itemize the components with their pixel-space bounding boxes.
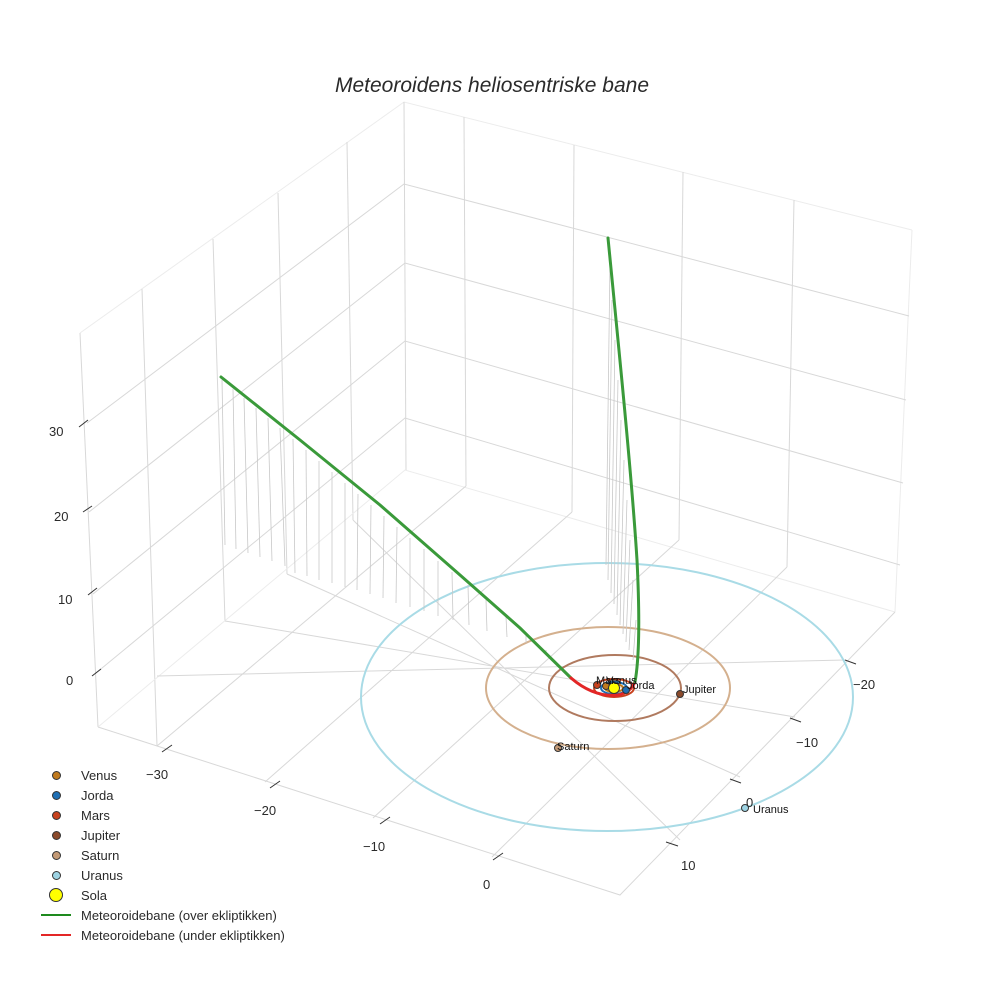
trajectory-above-vertical (606, 236, 641, 684)
z-tick-label: 20 (54, 509, 69, 524)
planet-label: Saturn (557, 741, 590, 753)
legend-label: Meteoroidebane (under ekliptikken) (81, 927, 285, 943)
orbit-mars (593, 678, 635, 698)
planet-saturn (554, 744, 562, 752)
y-tick-label: 10 (681, 858, 696, 873)
trajectory-above-long (219, 375, 573, 680)
meteoroid-trajectory (219, 236, 641, 697)
y-tick-label: 0 (746, 795, 754, 810)
x-tick-label: −10 (363, 839, 386, 854)
planet-label: Venus (606, 675, 637, 687)
planet-earth (622, 686, 630, 694)
planet-jupiter (676, 690, 684, 698)
planet-label: Jupiter (683, 684, 717, 696)
legend-item[interactable]: Meteoroidebane (over ekliptikken) (38, 905, 285, 925)
legend-label: Uranus (81, 867, 123, 883)
legend-item[interactable]: Uranus (38, 865, 285, 885)
z-tick-label: 10 (58, 592, 73, 607)
planet-label: Jorda (627, 680, 655, 692)
legend-label: Sola (81, 887, 108, 903)
legend-label: Mars (81, 807, 110, 823)
legend-label: Jorda (81, 787, 114, 803)
legend-label: Meteoroidebane (over ekliptikken) (81, 907, 277, 923)
trajectory-below (569, 676, 637, 697)
y-tick-label: −10 (796, 735, 819, 750)
legend-label: Saturn (81, 847, 120, 863)
marker-dot-icon (52, 791, 61, 800)
chart-title: Meteoroidens heliosentriske bane (334, 74, 650, 97)
planet-uranus (741, 804, 749, 812)
legend: Venus Jorda Mars Jupiter Saturn Uranus Sola Met… (38, 765, 285, 945)
marker-dot-icon (52, 771, 61, 780)
marker-dot-icon (52, 851, 61, 860)
legend-item[interactable]: Jupiter (38, 825, 285, 845)
planet-label: Mars (596, 675, 621, 687)
orbit-jupiter (548, 654, 682, 722)
x-tick-label: 0 (483, 877, 491, 892)
z-tick-label: 30 (49, 424, 64, 439)
line-swatch-icon (41, 914, 71, 916)
legend-item[interactable]: Venus (38, 765, 285, 785)
sun (608, 682, 620, 694)
y-tick-label: −20 (853, 677, 876, 692)
legend-item[interactable]: Meteoroidebane (under ekliptikken) (38, 925, 285, 945)
x-tick-label: −30 (146, 767, 169, 782)
line-swatch-icon (41, 934, 71, 936)
legend-item[interactable]: Mars (38, 805, 285, 825)
sun-marker-icon (49, 888, 63, 902)
orbits (360, 562, 854, 832)
planet-label: Uranus (753, 804, 789, 816)
legend-item[interactable]: Sola (38, 885, 285, 905)
marker-dot-icon (52, 831, 61, 840)
marker-dot-icon (52, 811, 61, 820)
grid-lines (79, 101, 913, 896)
drop-lines (221, 259, 637, 661)
legend-label: Jupiter (81, 827, 121, 843)
legend-item[interactable]: Jorda (38, 785, 285, 805)
orbit-saturn (485, 626, 731, 750)
legend-item[interactable]: Saturn (38, 845, 285, 865)
z-tick-label: 0 (66, 673, 74, 688)
orbit-uranus (360, 562, 854, 832)
tick-marks (78, 419, 857, 861)
planets (554, 681, 749, 812)
legend-label: Venus (81, 767, 118, 783)
marker-dot-icon (52, 871, 61, 880)
x-tick-label: −20 (254, 803, 277, 818)
planet-mars (593, 681, 601, 689)
